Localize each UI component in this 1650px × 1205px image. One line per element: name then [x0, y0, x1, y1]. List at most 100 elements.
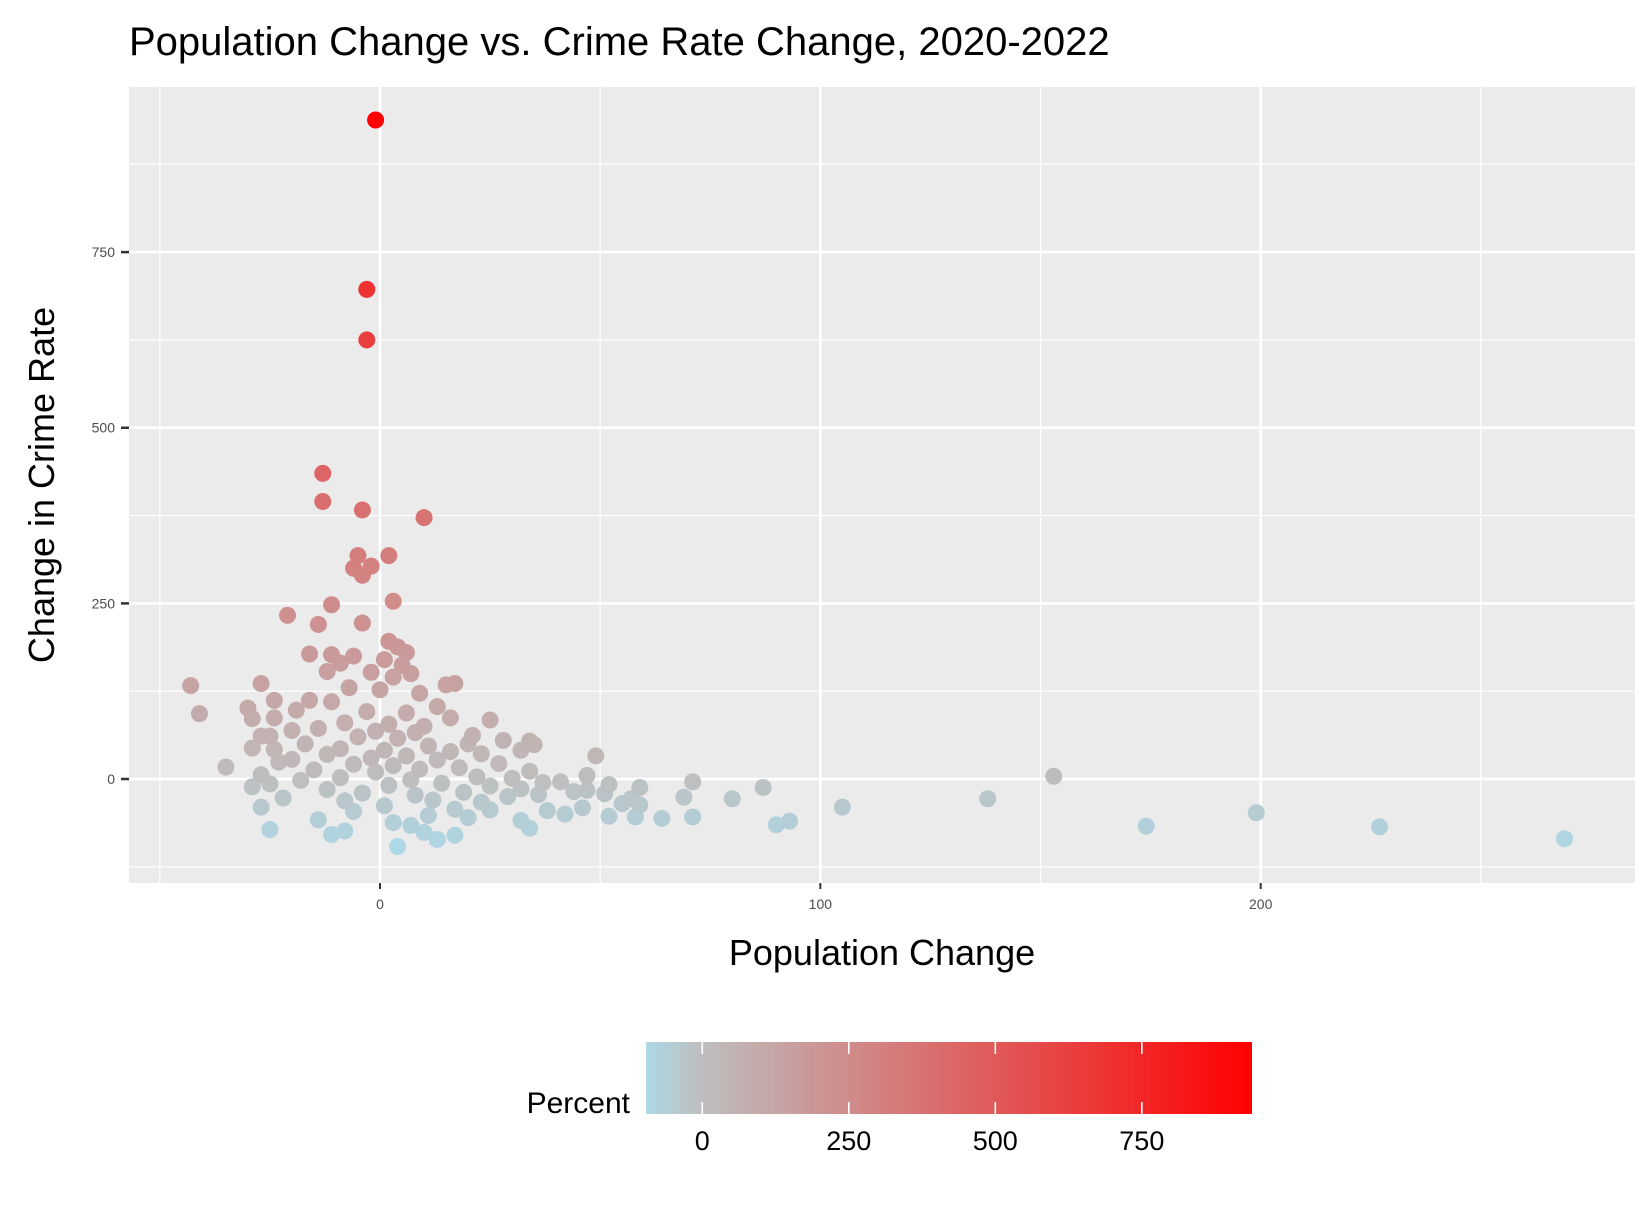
data-point [684, 808, 702, 826]
data-point [283, 722, 301, 740]
data-point [265, 691, 283, 709]
data-point [389, 729, 407, 747]
data-point [415, 823, 433, 841]
colorbar-tick-label: 750 [1119, 1126, 1164, 1156]
data-point [252, 798, 270, 816]
data-point [455, 783, 473, 801]
data-point [490, 755, 508, 773]
data-point [767, 816, 785, 834]
data-point [653, 809, 671, 827]
points-layer [182, 111, 1574, 855]
data-point [406, 786, 424, 804]
data-point [336, 714, 354, 732]
data-point [353, 614, 371, 632]
data-point [472, 745, 490, 763]
data-point [481, 711, 499, 729]
axis-layer: 0 100 200 0 250 500 750 [92, 244, 1273, 912]
data-point [574, 799, 592, 817]
data-point [349, 547, 367, 565]
data-point [287, 701, 305, 719]
data-point [534, 774, 552, 792]
data-point [358, 331, 376, 349]
data-point [481, 777, 499, 795]
data-point [265, 709, 283, 727]
data-point [979, 790, 997, 808]
data-point [463, 726, 481, 744]
x-tick-label: 0 [376, 896, 384, 912]
data-point [538, 802, 556, 820]
data-point [578, 767, 596, 785]
data-point [362, 663, 380, 681]
data-point [1045, 767, 1063, 785]
colorbar-tick-label: 0 [695, 1126, 710, 1156]
data-point [631, 778, 649, 796]
y-tick-label: 750 [92, 244, 116, 260]
data-point [367, 763, 385, 781]
data-point [384, 814, 402, 832]
data-point [521, 732, 539, 750]
data-point [252, 674, 270, 692]
data-point [349, 728, 367, 746]
data-point [833, 798, 851, 816]
data-point [723, 790, 741, 808]
data-point [296, 735, 314, 753]
data-point [556, 805, 574, 823]
data-point [419, 807, 437, 825]
data-point [600, 776, 618, 794]
data-point [499, 788, 517, 806]
data-point [340, 679, 358, 697]
data-point [424, 791, 442, 809]
y-tick-label: 500 [92, 420, 116, 436]
data-point [380, 632, 398, 650]
data-point [353, 501, 371, 519]
data-point [305, 761, 323, 779]
data-point [494, 731, 512, 749]
data-point [314, 464, 332, 482]
data-point [446, 674, 464, 692]
data-point [252, 766, 270, 784]
data-point [309, 615, 327, 633]
colorbar [646, 1042, 1252, 1114]
data-point [283, 750, 301, 768]
data-point [217, 758, 235, 776]
data-point [578, 781, 596, 799]
colorbar-tick-label: 250 [826, 1126, 871, 1156]
data-point [301, 645, 319, 663]
data-point [565, 783, 583, 801]
x-tick-label: 200 [1249, 896, 1273, 912]
data-point [353, 784, 371, 802]
data-point [684, 773, 702, 791]
data-point [397, 747, 415, 765]
data-point [371, 681, 389, 699]
data-point [292, 771, 310, 789]
x-tick-label: 100 [809, 896, 833, 912]
data-point [323, 693, 341, 711]
data-point [323, 596, 341, 614]
data-point [318, 745, 336, 763]
data-point [450, 759, 468, 777]
data-point [182, 677, 200, 695]
data-point [301, 691, 319, 709]
data-point [428, 698, 446, 716]
y-axis-title: Change in Crime Rate [21, 307, 62, 663]
data-point [279, 606, 297, 624]
color-legend: Percent 0 250 500 750 [527, 1042, 1252, 1156]
data-point [239, 699, 257, 717]
data-point [331, 769, 349, 787]
data-point [384, 592, 402, 610]
data-point [459, 809, 477, 827]
data-point [1371, 818, 1389, 836]
data-point [358, 280, 376, 298]
x-axis-title: Population Change [729, 932, 1035, 973]
data-point [309, 719, 327, 737]
data-point [380, 715, 398, 733]
data-point [415, 717, 433, 735]
data-point [384, 757, 402, 775]
data-point [587, 747, 605, 765]
data-point [375, 797, 393, 815]
data-point [552, 773, 570, 791]
data-point [318, 663, 336, 681]
data-point [265, 741, 283, 759]
data-point [362, 749, 380, 767]
data-point [261, 727, 279, 745]
